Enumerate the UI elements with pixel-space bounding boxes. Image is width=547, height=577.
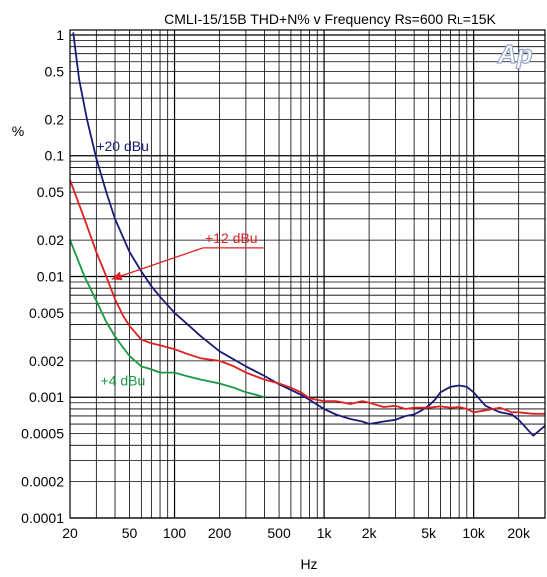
y-tick-label: 0.05 [37, 184, 64, 200]
x-tick-label: 20k [507, 525, 531, 541]
chart-title: CMLI-15/15B THD+N% v Frequency Rs=600 RL… [164, 11, 496, 27]
series-line-2 [69, 239, 265, 399]
x-tick-label: 100 [163, 525, 187, 541]
label-arrowhead [111, 271, 123, 281]
y-tick-label: 0.005 [29, 305, 64, 321]
y-tick-labels: 1 0.5 0.2 0.1 0.05 0.02 0.01 0.005 0.002 0.001 0.0… [21, 27, 64, 526]
x-tick-label: 20 [62, 525, 78, 541]
y-tick-label: 0.002 [29, 353, 64, 369]
x-tick-label: 10k [462, 525, 486, 541]
plot-frame [69, 29, 546, 519]
y-tick-label: 0.01 [37, 268, 64, 284]
y-axis-label: % [12, 123, 24, 139]
y-tick-label: 0.001 [29, 389, 64, 405]
x-axis-label: Hz [300, 556, 317, 572]
y-tick-label: 0.02 [37, 232, 64, 248]
y-tick-label: 0.1 [45, 148, 65, 164]
x-tick-label: 200 [208, 525, 232, 541]
y-tick-label: 0.0001 [21, 510, 64, 526]
series-line-0 [72, 32, 546, 437]
y-tick-label: 0.0005 [21, 426, 64, 442]
grid [69, 30, 546, 519]
series-layer [69, 32, 546, 437]
ap-logo: Ap [497, 39, 533, 69]
x-tick-labels: 20 50 100 200 500 1k 2k 5k 10k 20k [62, 525, 531, 541]
y-tick-label: 0.0002 [21, 474, 64, 490]
y-tick-label: 0.2 [45, 111, 65, 127]
x-tick-label: 500 [267, 525, 291, 541]
label-arrow [111, 247, 204, 280]
y-tick-label: 1 [56, 27, 64, 43]
series-label: +4 dBu [101, 373, 146, 389]
series-label: +20 dBu [96, 138, 149, 154]
x-tick-label: 2k [362, 525, 378, 541]
series-label: +12 dBu [205, 230, 258, 246]
x-tick-label: 1k [317, 525, 333, 541]
series-line-1 [69, 179, 545, 415]
x-tick-label: 50 [122, 525, 138, 541]
y-tick-label: 0.5 [45, 63, 65, 79]
x-tick-label: 5k [421, 525, 437, 541]
series-labels: +20 dBu +12 dBu +4 dBu [96, 138, 264, 389]
